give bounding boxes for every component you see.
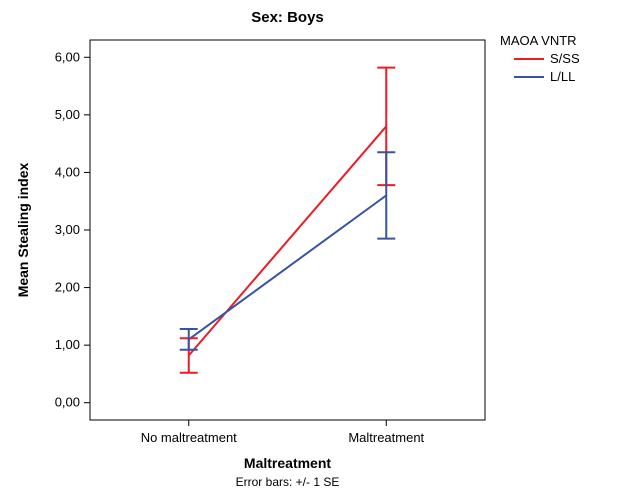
legend-item-label: S/SS	[550, 51, 580, 66]
chart-container: Sex: Boys 0,00 1,00 2,00 3,00 4,00 5,00 6,00 No …	[0, 0, 625, 500]
chart-title: Sex: Boys	[251, 9, 324, 26]
x-tick-label: No maltreatment	[141, 430, 237, 445]
y-axis-label: Mean Stealing index	[15, 162, 31, 297]
legend-title: MAOA VNTR	[500, 33, 577, 48]
y-tick-label: 5,00	[55, 107, 80, 122]
chart-svg: Sex: Boys 0,00 1,00 2,00 3,00 4,00 5,00 6,00 No …	[0, 0, 625, 500]
legend-item-label: L/LL	[550, 69, 575, 84]
plot-area	[90, 40, 485, 420]
y-tick-label: 6,00	[55, 49, 80, 64]
y-tick-label: 2,00	[55, 280, 80, 295]
x-tick-label: Maltreatment	[348, 430, 424, 445]
x-axis-label: Maltreatment	[244, 455, 331, 471]
y-tick-label: 3,00	[55, 222, 80, 237]
y-tick-label: 1,00	[55, 337, 80, 352]
y-tick-label: 0,00	[55, 395, 80, 410]
chart-footnote: Error bars: +/- 1 SE	[236, 475, 340, 489]
y-tick-label: 4,00	[55, 164, 80, 179]
